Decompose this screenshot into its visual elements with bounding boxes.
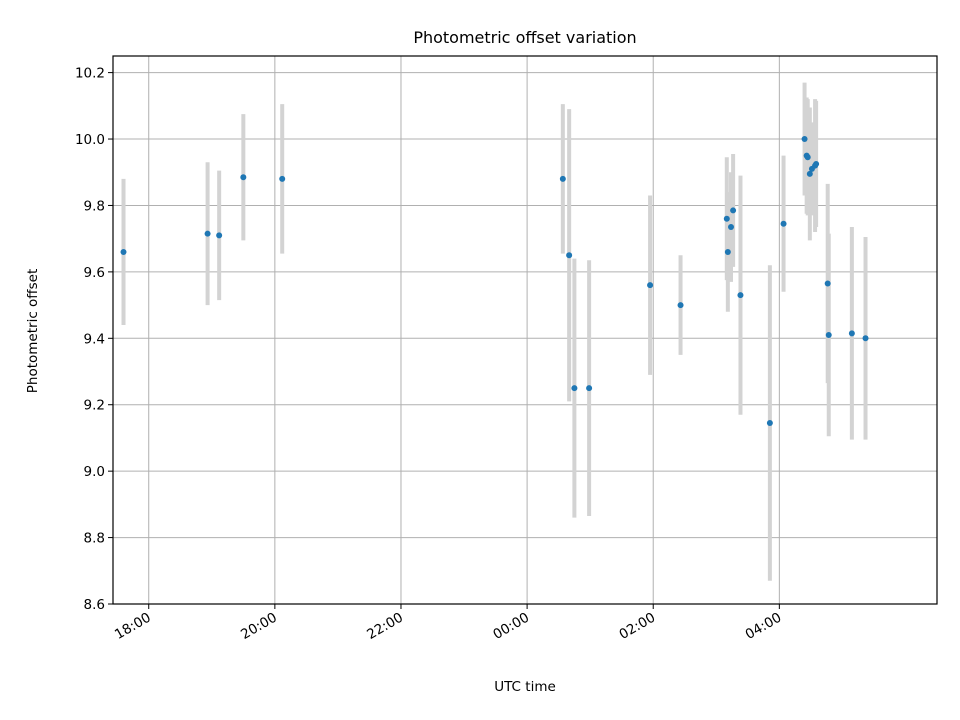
data-point [120, 248, 127, 255]
data-point [586, 385, 593, 392]
plot-frame [112, 55, 938, 605]
data-point [240, 174, 247, 181]
data-point [647, 282, 654, 289]
x-tick-label: 18:00 [112, 610, 154, 643]
x-tick-label: 00:00 [490, 610, 532, 643]
data-point [806, 170, 813, 177]
point-layer [120, 136, 869, 426]
data-point [724, 248, 731, 255]
data-point [780, 220, 787, 227]
y-tick-label: 9.4 [84, 331, 105, 347]
data-point [862, 335, 869, 342]
data-point [571, 385, 578, 392]
y-tick-label: 9.0 [84, 464, 105, 480]
data-point [279, 175, 286, 182]
data-point [766, 419, 773, 426]
x-tick-label: 22:00 [364, 610, 406, 643]
data-point [216, 232, 223, 239]
data-point [566, 252, 573, 259]
tick-layer: 18:00 20:00 22:00 00:00 02:00 04:00 8.6 8.8 9.0 9… [75, 66, 784, 643]
y-tick-label: 8.8 [84, 531, 105, 547]
y-axis-label: Photometric offset [25, 269, 41, 393]
data-point [723, 215, 730, 222]
data-point [804, 154, 811, 161]
x-axis-label: UTC time [494, 679, 556, 695]
data-point [848, 330, 855, 337]
y-tick-label: 10.2 [75, 66, 105, 82]
x-tick-label: 20:00 [238, 610, 280, 643]
y-tick-label: 9.6 [84, 265, 105, 281]
chart-title: Photometric offset variation [413, 28, 636, 47]
data-point [677, 302, 684, 309]
errorbar-layer [121, 82, 868, 581]
y-tick-label: 8.6 [84, 597, 105, 613]
data-point [559, 175, 566, 182]
grid-layer [113, 56, 937, 605]
data-point [801, 136, 808, 143]
data-point [730, 207, 737, 214]
y-tick-label: 10.0 [75, 132, 105, 148]
y-tick-label: 9.2 [84, 398, 105, 414]
data-point [825, 331, 832, 338]
data-point [204, 230, 211, 237]
y-tick-label: 9.8 [84, 198, 105, 214]
x-tick-label: 02:00 [617, 610, 659, 643]
data-point [813, 160, 820, 167]
data-point [737, 292, 744, 299]
data-point [728, 224, 734, 231]
x-tick-label: 04:00 [743, 610, 785, 643]
data-point [824, 280, 831, 287]
